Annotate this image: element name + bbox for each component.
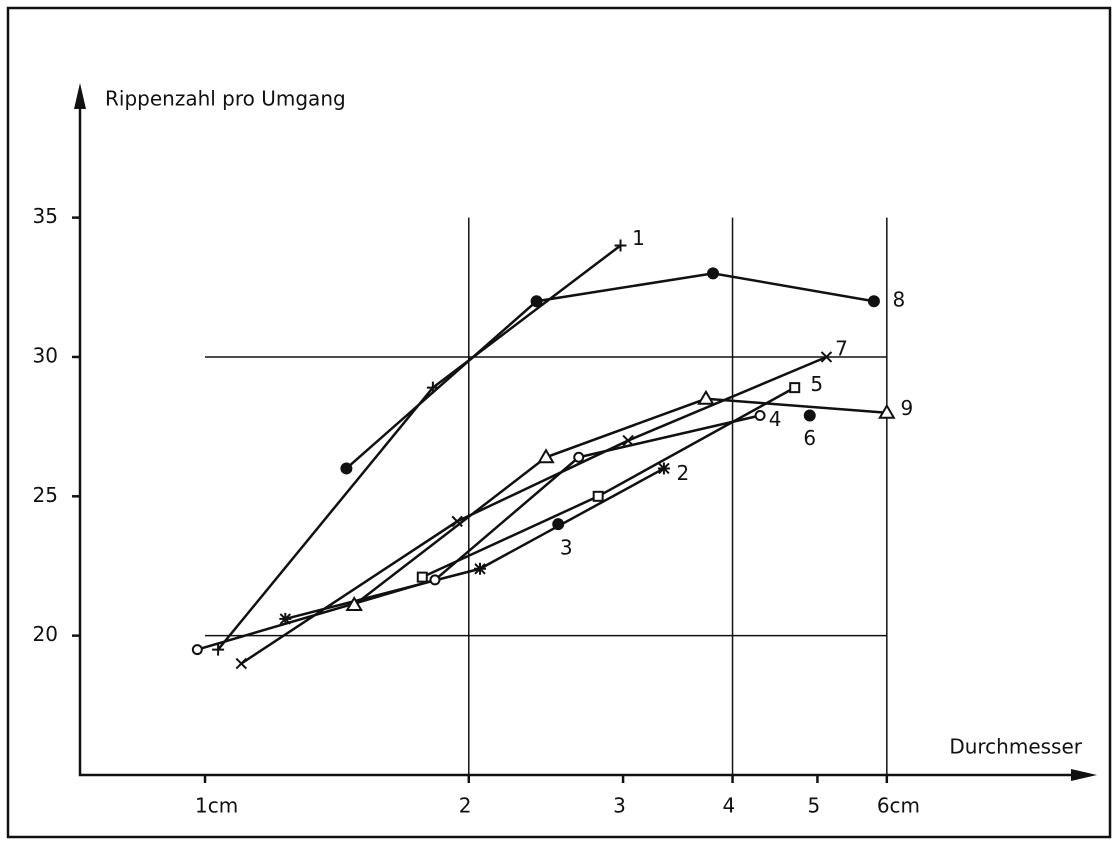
series-line: [217, 244, 622, 651]
x-tick-label: 6cm: [877, 794, 920, 818]
marker: [191, 644, 203, 656]
marker: [340, 462, 353, 475]
series-label: 8: [893, 288, 906, 312]
series-line: [240, 355, 827, 665]
series-label: 5: [810, 372, 823, 396]
y-tick-label: 20: [33, 622, 58, 646]
y-axis-label: Rippenzahl pro Umgang: [105, 87, 346, 111]
x-tick-label: 5: [807, 794, 820, 818]
x-tick-label: 1cm: [195, 794, 238, 818]
marker: [614, 239, 627, 252]
marker: [451, 515, 463, 528]
marker: [789, 382, 801, 394]
marker: [657, 462, 670, 475]
marker: [573, 451, 585, 463]
axes: [78, 95, 1085, 777]
x-tick-label: 3: [613, 794, 626, 818]
series-label: 4: [769, 407, 782, 431]
marker: [867, 295, 880, 308]
series-label: 2: [677, 461, 690, 485]
marker: [416, 571, 428, 583]
series-label: 9: [900, 396, 913, 420]
series-line: [353, 397, 887, 606]
y-tick-label: 25: [33, 483, 58, 507]
series-label: 7: [835, 336, 848, 360]
series-line: [421, 386, 796, 579]
marker: [429, 574, 441, 586]
series-label: 6: [803, 426, 816, 450]
x-axis-label: Durchmesser: [949, 735, 1082, 759]
x-arrow: [1071, 769, 1097, 781]
marker: [878, 403, 896, 419]
marker: [552, 518, 565, 531]
marker: [235, 657, 247, 670]
marker: [212, 643, 225, 656]
series-label: 1: [632, 226, 645, 250]
frame: [6, 6, 1112, 839]
y-tick-label: 35: [33, 204, 58, 228]
marker: [530, 295, 543, 308]
marker: [345, 596, 363, 611]
y-tick-label: 30: [33, 343, 58, 367]
marker: [820, 351, 833, 363]
marker: [697, 389, 715, 405]
series-label: 3: [560, 536, 573, 560]
marker: [279, 612, 292, 625]
marker: [592, 490, 604, 502]
x-tick-label: 2: [459, 794, 472, 818]
marker: [474, 562, 487, 575]
marker: [754, 409, 766, 421]
marker: [537, 448, 555, 464]
marker: [622, 434, 634, 447]
series-line: [345, 272, 875, 470]
marker: [803, 409, 816, 422]
y-arrow: [74, 83, 86, 109]
marker: [707, 267, 720, 280]
x-tick-label: 4: [723, 794, 736, 818]
